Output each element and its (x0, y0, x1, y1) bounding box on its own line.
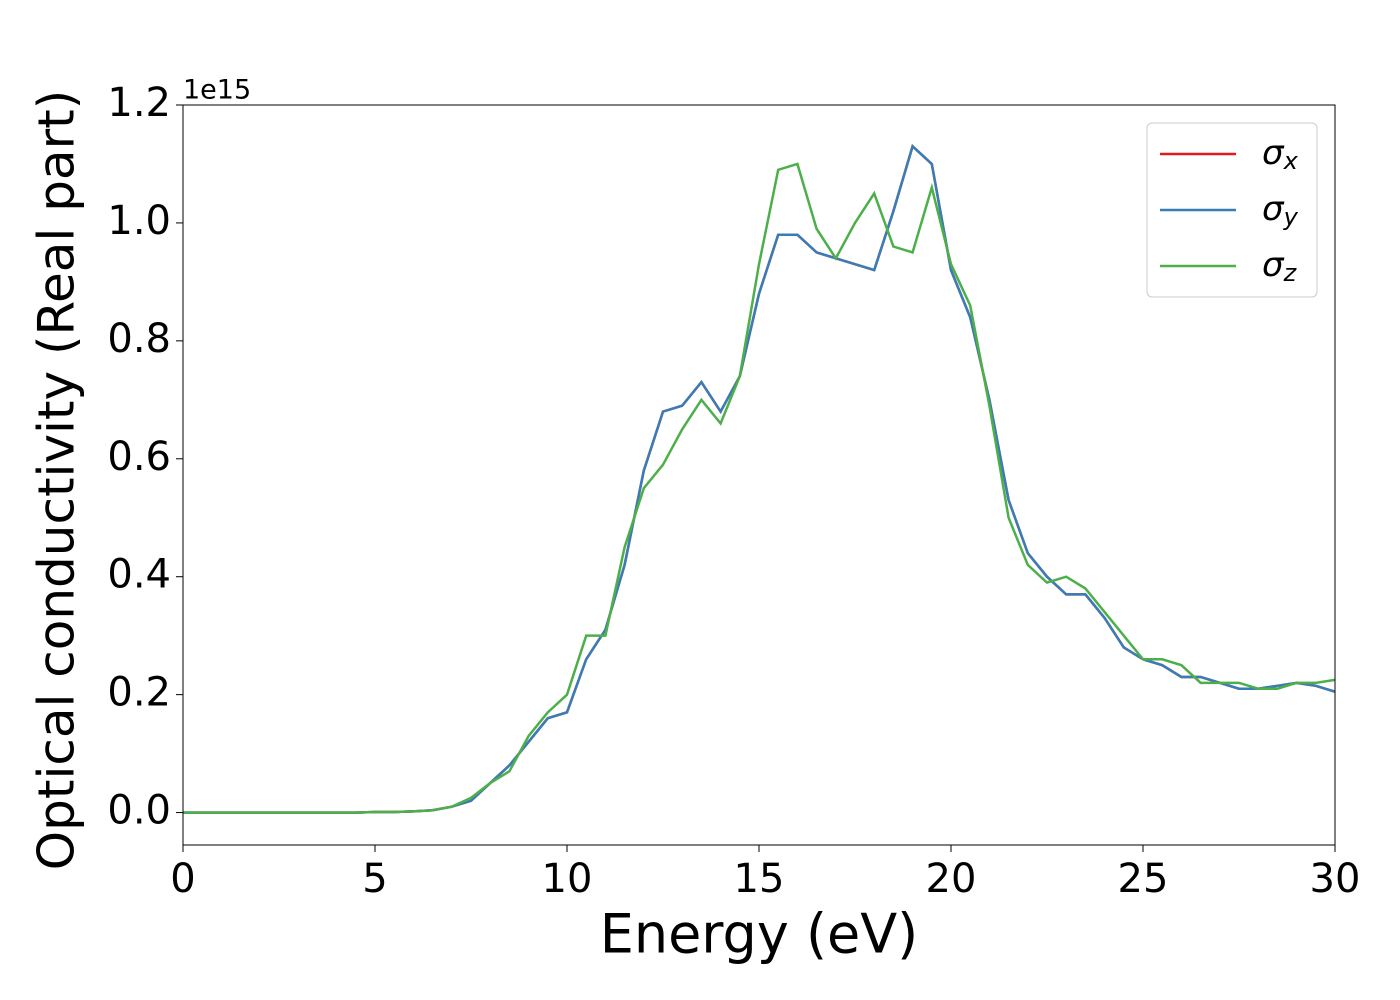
x-tick-label: 5 (362, 856, 387, 902)
x-tick-label: 10 (542, 856, 593, 902)
plot-frame (182, 104, 1336, 846)
y-tick-label: 0.0 (107, 788, 171, 834)
y-tick-label: 1.0 (107, 198, 171, 244)
x-tick-label: 0 (170, 856, 195, 902)
legend-label: σy (1262, 189, 1299, 232)
x-tick-label: 15 (734, 856, 785, 902)
y-tick-label: 0.2 (107, 670, 171, 716)
y-offset-label: 1e15 (183, 75, 251, 106)
legend-label: σx (1262, 133, 1299, 176)
legend-label: σz (1262, 245, 1298, 288)
x-tick-label: 30 (1310, 856, 1361, 902)
y-tick-label: 0.8 (107, 316, 171, 362)
x-tick-label: 25 (1118, 856, 1169, 902)
x-axis-label: Energy (eV) (600, 903, 919, 966)
x-tick-label: 20 (926, 856, 977, 902)
y-axis-label: Optical conductivity (Real part) (28, 90, 86, 871)
y-tick-label: 0.6 (107, 434, 171, 480)
y-tick-label: 1.2 (107, 80, 171, 126)
y-tick-label: 0.4 (107, 552, 171, 598)
data-line (183, 162, 1335, 814)
